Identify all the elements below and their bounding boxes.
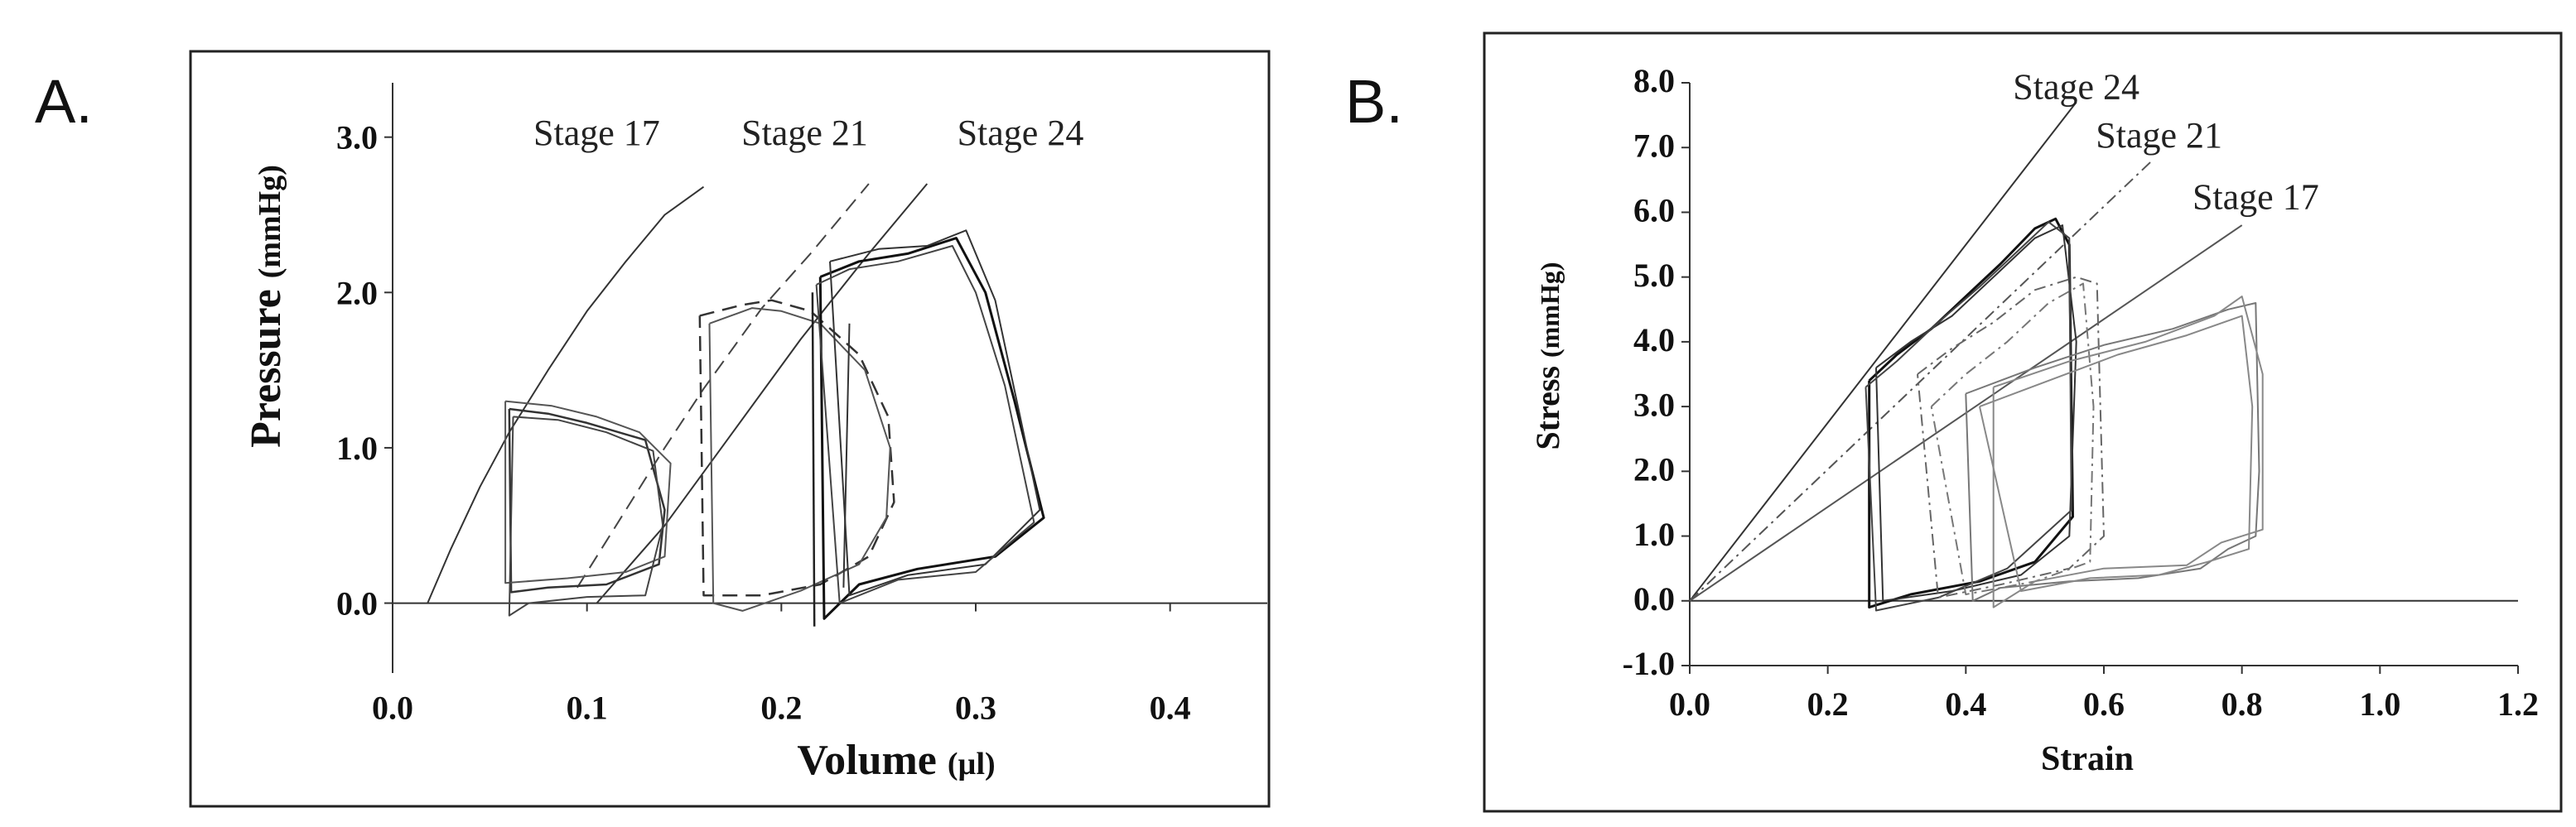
x-tick-label: 1.0 [2359,685,2400,723]
y-tick-label: 8.0 [1633,62,1675,99]
x-tick-label: 0.0 [372,690,413,727]
stage-label: Stage 24 [2013,67,2139,108]
series-line-11 [811,292,816,627]
x-tick-label: 0.8 [2221,685,2263,723]
series-line-6 [1917,276,2105,599]
y-tick-label: 2.0 [336,274,378,311]
y-tick-label: 3.0 [336,119,378,156]
chart-b-frame [1483,31,2563,813]
series-line-4 [504,400,672,584]
x-tick-label: 0.3 [955,690,996,727]
series-line-5 [508,416,664,617]
stage-label: Stage 17 [533,113,660,153]
chart-b-xlabel: Strain [2041,740,2134,778]
y-tick-label: 6.0 [1633,192,1675,229]
series-line-3 [508,407,666,594]
x-tick-label: 0.0 [1669,685,1710,723]
stage-label: Stage 21 [2096,115,2222,156]
stage-label: Stage 21 [741,113,868,153]
y-tick-label: 1.0 [336,430,378,467]
chart-a-xlabel: Volume (µl) [797,737,995,784]
panel-b-label: B. [1345,67,1403,136]
series-line-5 [1864,221,2072,612]
series-line-9 [829,229,1041,597]
series-line-10 [1992,296,2264,608]
x-tick-label: 0.4 [1150,690,1191,727]
chart-a-plot: 0.0 0.1 0.2 0.3 0.4 0.0 1.0 2.0 3.0 Stage 17 Stage… [336,83,1267,727]
panel-a-label: A. [35,67,93,136]
chart-b-plot: 0.0 0.2 0.4 0.6 0.8 1.0 1.2-1.00.01.02.03.04.0… [1623,62,2539,723]
x-tick-label: 0.6 [2083,685,2125,723]
y-tick-label: 2.0 [1633,451,1675,488]
chart-a-frame [189,50,1271,808]
series-line-6 [698,299,895,597]
y-tick-label: 3.0 [1633,386,1675,423]
stage-label: Stage 17 [2192,177,2319,218]
x-tick-label: 0.2 [1807,685,1849,723]
series-line-2 [596,183,929,604]
series-line-0 [427,185,705,603]
chart-b-ylabel: Stress (mmHg) [1529,262,1566,450]
chart-a-ylabel: Pressure (mmHg) [243,165,290,448]
series-line-0 [1689,101,2077,602]
y-tick-label: 0.0 [336,585,378,623]
series-line-1 [1689,160,2153,602]
y-tick-label: 4.0 [1633,321,1675,358]
series-line-1 [576,183,870,589]
series-line-7 [1930,282,2095,595]
series-line-4 [1875,224,2077,602]
y-tick-label: 7.0 [1633,127,1675,164]
y-tick-label: 0.0 [1633,580,1675,618]
y-tick-label: 5.0 [1633,257,1675,294]
y-tick-label: 1.0 [1633,516,1675,553]
series-line-9 [1979,315,2254,592]
series-line-12 [842,323,851,588]
stage-label: Stage 24 [958,113,1084,153]
series-line-8 [1965,302,2260,602]
series-line-10 [815,245,1035,604]
y-tick-label: -1.0 [1623,645,1675,682]
x-tick-label: 1.2 [2497,685,2539,723]
x-tick-label: 0.2 [760,690,802,727]
x-tick-label: 0.4 [1945,685,1986,723]
x-tick-label: 0.1 [567,690,608,727]
series-line-7 [708,307,891,612]
